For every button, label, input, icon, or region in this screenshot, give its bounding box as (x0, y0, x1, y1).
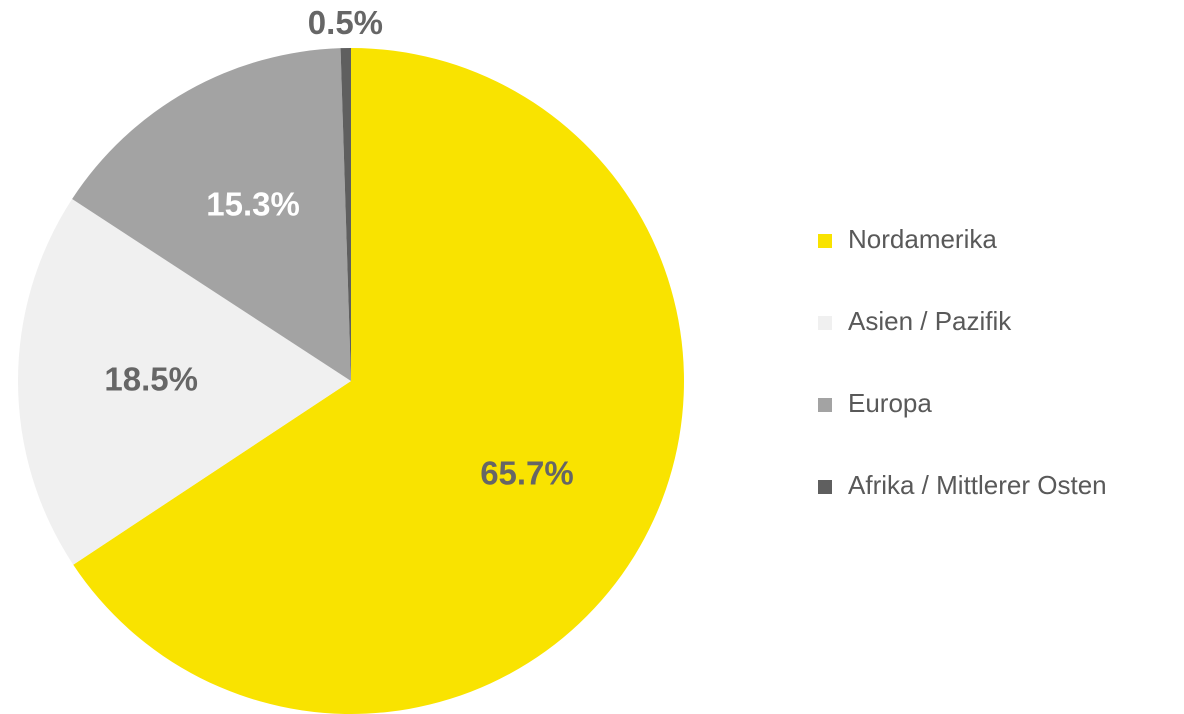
pie-slice (72, 48, 352, 382)
legend-label: Nordamerika (848, 224, 997, 254)
pie-slice (340, 48, 351, 381)
legend-swatch (818, 316, 832, 330)
value-label: 0.5% (308, 4, 383, 41)
legend-swatch (818, 480, 832, 494)
legend-label: Afrika / Mittlerer Osten (848, 470, 1107, 500)
value-label: 65.7% (480, 454, 574, 491)
pie-slice (18, 199, 352, 565)
legend-label: Asien / Pazifik (848, 306, 1012, 336)
pie-slice (73, 48, 684, 714)
legend-swatch (818, 234, 832, 248)
value-label: 15.3% (206, 186, 300, 223)
legend-label: Europa (848, 388, 932, 418)
legend-swatch (818, 398, 832, 412)
value-label: 18.5% (104, 360, 198, 397)
